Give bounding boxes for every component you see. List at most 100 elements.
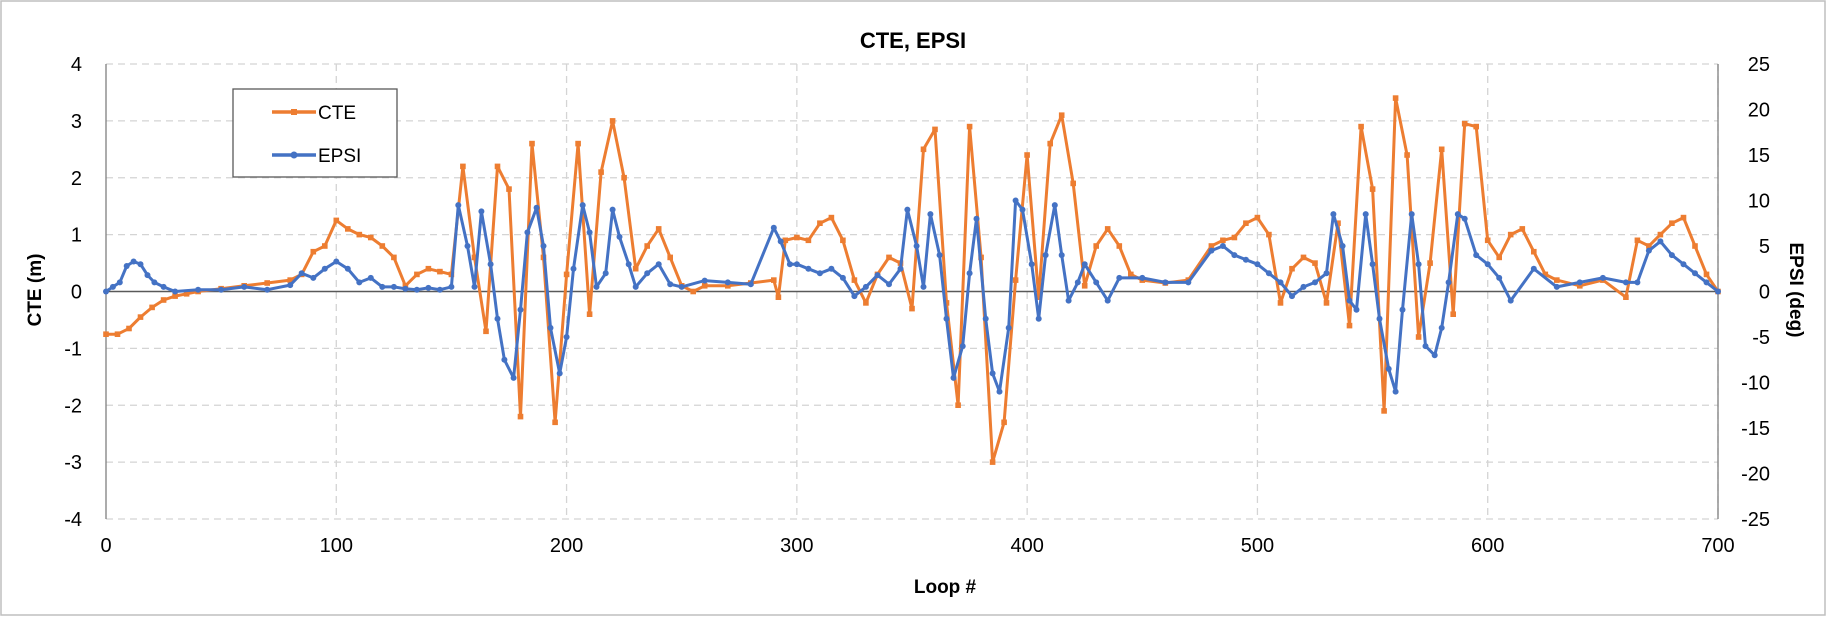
data-point-epsi <box>1323 270 1330 277</box>
data-point-epsi <box>973 215 980 222</box>
y2-tick-label: -10 <box>1741 373 1770 395</box>
chart-title: CTE, EPSI <box>860 28 966 53</box>
data-point-epsi <box>195 286 202 293</box>
data-point-epsi <box>524 229 531 236</box>
data-point-epsi <box>816 270 823 277</box>
data-point-cte <box>701 283 708 289</box>
data-point-cte <box>506 186 512 192</box>
data-point-cte <box>1438 146 1445 153</box>
data-point-epsi <box>1408 211 1415 218</box>
data-point-cte <box>1461 120 1468 127</box>
y-tick-label: -4 <box>64 509 82 531</box>
data-point-epsi <box>996 388 1003 395</box>
data-point-cte <box>586 311 593 317</box>
data-point-cte <box>1427 260 1433 266</box>
y2-axis-title: EPSI (deg) <box>1785 242 1806 337</box>
data-point-epsi <box>1139 274 1146 281</box>
data-point-epsi <box>1005 324 1012 331</box>
data-point-epsi <box>563 334 570 340</box>
data-point-cte <box>517 413 524 420</box>
data-point-epsi <box>298 270 305 277</box>
data-point-cte <box>1703 271 1710 278</box>
data-point-cte <box>1634 237 1641 244</box>
data-point-cte <box>1692 243 1698 249</box>
data-point-cte <box>1012 277 1019 283</box>
data-point-epsi <box>913 243 920 249</box>
data-point-cte <box>1335 220 1341 226</box>
data-point-epsi <box>1392 388 1399 395</box>
y2-tick-label: -25 <box>1741 509 1770 531</box>
data-point-epsi <box>1265 270 1272 277</box>
data-point-cte <box>183 291 190 297</box>
data-point-epsi <box>287 282 294 289</box>
data-point-epsi <box>1185 279 1192 286</box>
data-point-epsi <box>632 283 639 290</box>
legend: CTE EPSI <box>232 88 398 178</box>
data-point-epsi <box>747 281 754 288</box>
data-point-epsi <box>616 233 623 240</box>
data-point-cte <box>909 305 915 312</box>
data-point-epsi <box>1657 238 1664 245</box>
data-point-epsi <box>1692 270 1698 277</box>
data-point-cte <box>1542 271 1549 278</box>
y-tick-label: 1 <box>71 225 82 247</box>
data-point-epsi <box>1162 279 1169 286</box>
data-point-cte <box>1231 234 1238 241</box>
data-point-epsi <box>471 283 478 290</box>
data-point-cte <box>886 254 892 261</box>
data-point-cte <box>471 254 478 261</box>
x-axis-title: Loop # <box>914 577 977 598</box>
data-point-cte <box>771 277 777 283</box>
data-point-epsi <box>241 283 248 290</box>
series-layer <box>103 95 1721 465</box>
data-point-epsi <box>667 281 674 288</box>
data-point-epsi <box>494 315 501 322</box>
data-point-cte <box>805 237 812 244</box>
data-point-epsi <box>625 261 632 268</box>
data-point-cte <box>494 163 501 170</box>
x-tick-label: 200 <box>550 535 583 557</box>
data-point-epsi <box>886 281 892 288</box>
data-point-cte <box>1070 180 1076 187</box>
data-point-cte <box>955 402 961 408</box>
data-point-cte <box>851 277 858 283</box>
x-tick-label: 300 <box>780 535 813 557</box>
y-tick-label: -3 <box>64 452 82 474</box>
data-point-epsi <box>547 324 554 331</box>
data-point-epsi <box>586 229 593 236</box>
data-point-epsi <box>402 285 409 292</box>
data-point-epsi <box>1622 279 1629 286</box>
data-point-cte <box>989 459 996 465</box>
data-point-epsi <box>777 238 784 245</box>
data-point-epsi <box>1376 315 1383 322</box>
data-point-cte <box>126 325 132 332</box>
data-point-epsi <box>1645 247 1652 254</box>
data-point-epsi <box>478 208 485 215</box>
data-point-epsi <box>103 288 109 295</box>
data-point-cte <box>609 118 616 124</box>
data-point-epsi <box>510 374 517 381</box>
data-point-epsi <box>897 265 904 272</box>
data-point-epsi <box>579 202 586 209</box>
data-point-cte <box>1519 226 1526 232</box>
data-point-epsi <box>1019 206 1026 213</box>
data-point-epsi <box>1116 274 1123 281</box>
data-point-epsi <box>1445 279 1452 286</box>
data-point-epsi <box>1093 279 1100 286</box>
data-point-epsi <box>464 243 471 249</box>
data-point-epsi <box>1065 297 1072 304</box>
data-point-cte <box>828 214 835 221</box>
data-point-epsi <box>1415 261 1422 268</box>
data-point-epsi <box>1634 279 1641 286</box>
data-point-epsi <box>1576 279 1583 286</box>
data-point-cte <box>414 271 420 278</box>
data-point-epsi <box>851 293 858 300</box>
data-point-epsi <box>602 270 609 277</box>
x-tick-label: 700 <box>1701 535 1734 557</box>
data-point-epsi <box>436 286 443 293</box>
data-point-epsi <box>321 265 328 272</box>
data-point-cte <box>356 231 363 238</box>
data-point-cte <box>1473 123 1479 130</box>
data-point-epsi <box>950 374 957 381</box>
data-point-epsi <box>828 265 835 272</box>
